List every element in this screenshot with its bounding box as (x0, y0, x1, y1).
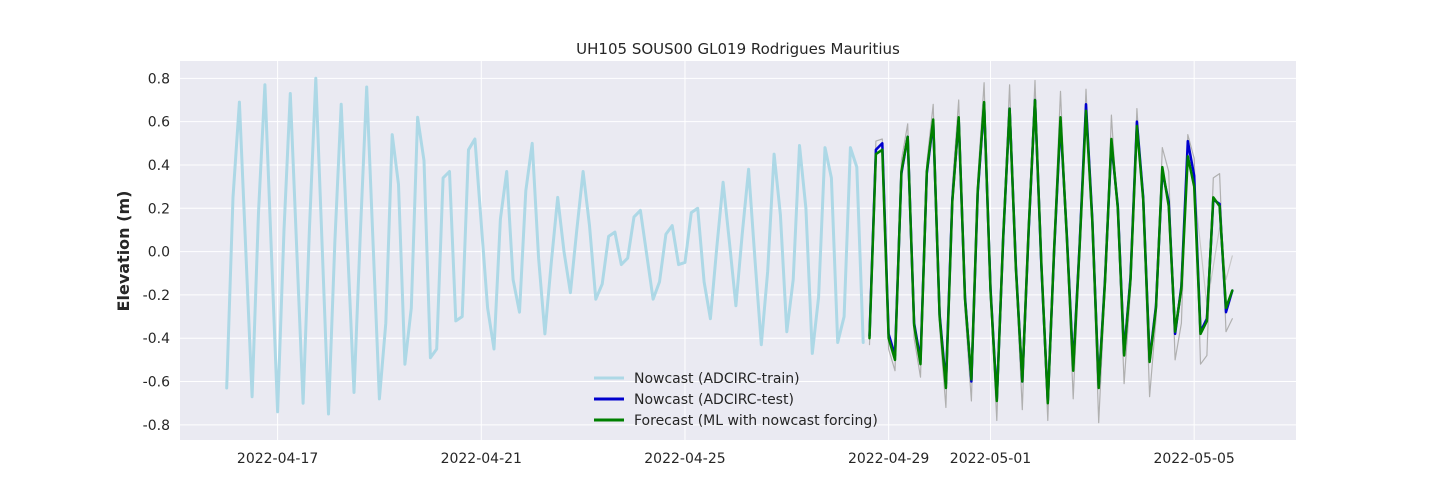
x-tick-label: 2022-04-21 (441, 451, 522, 467)
chart-title: UH105 SOUS00 GL019 Rodrigues Mauritius (576, 40, 900, 58)
y-tick-label: -0.2 (143, 288, 170, 304)
legend-label-forecast: Forecast (ML with nowcast forcing) (634, 413, 878, 429)
series-line-reference-2 (1193, 186, 1233, 307)
x-axis: 2022-04-17 2022-04-21 2022-04-25 2022-04-29… (237, 451, 1235, 467)
series-line-forecast (868, 98, 1234, 405)
x-tick-label: 2022-05-01 (950, 451, 1031, 467)
y-tick-label: 0.6 (148, 115, 170, 131)
y-tick-label: -0.4 (143, 331, 170, 347)
x-tick-label: 2022-04-29 (848, 451, 929, 467)
y-tick-label: -0.6 (143, 375, 170, 391)
y-tick-label: 0.4 (148, 158, 170, 174)
x-tick-label: 2022-04-17 (237, 451, 318, 467)
y-axis-label: Elevation (m) (114, 191, 133, 312)
legend-label-test: Nowcast (ADCIRC-test) (634, 392, 794, 408)
y-tick-label: 0.2 (148, 201, 170, 217)
legend-label-train: Nowcast (ADCIRC-train) (634, 371, 800, 387)
legend: Nowcast (ADCIRC-train) Nowcast (ADCIRC-t… (594, 371, 878, 429)
x-tick-label: 2022-05-05 (1153, 451, 1234, 467)
y-axis: -0.8 -0.6 -0.4 -0.2 0.0 0.2 0.4 0.6 0.8 (143, 71, 170, 434)
y-tick-label: -0.8 (143, 418, 170, 434)
series-line-nowcast-train (225, 76, 865, 416)
y-tick-label: 0.8 (148, 71, 170, 87)
y-tick-label: 0.0 (148, 245, 170, 261)
x-tick-label: 2022-04-25 (644, 451, 725, 467)
series-layer (225, 76, 1234, 424)
